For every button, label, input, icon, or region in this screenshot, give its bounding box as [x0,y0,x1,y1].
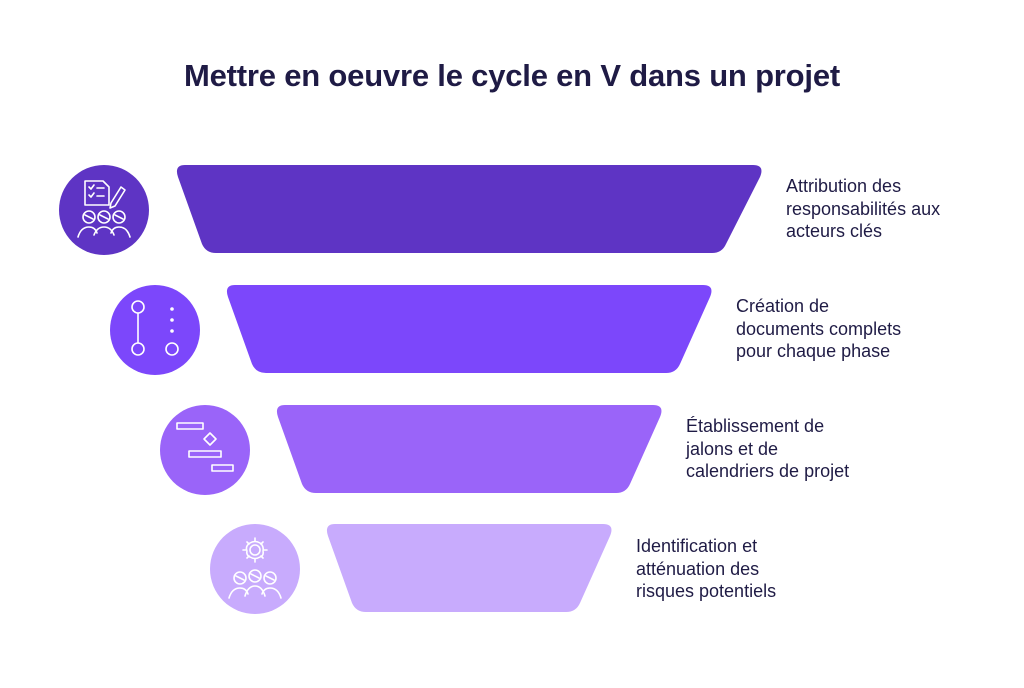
funnel-step-4 [327,524,612,612]
funnel-step-1 [177,165,762,253]
step-2-line-3: pour chaque phase [736,340,996,363]
step-1-line-2: responsabilités aux [786,198,1024,221]
checklist-team-icon [59,165,149,255]
step-4-line-3: risques potentiels [636,580,896,603]
step-2-line-2: documents complets [736,318,996,341]
step-4-text: Identification et atténuation des risque… [636,535,896,603]
step-2-line-1: Création de [736,295,996,318]
step-3-icon-badge [160,405,250,495]
step-4-line-1: Identification et [636,535,896,558]
step-3-line-1: Établissement de [686,415,946,438]
step-3-text: Établissement de jalons et de calendrier… [686,415,946,483]
step-1-icon-badge [59,165,149,255]
funnel-step-2 [227,285,712,373]
step-1-line-3: acteurs clés [786,220,1024,243]
step-2-text: Création de documents complets pour chaq… [736,295,996,363]
git-branch-icon [110,285,200,375]
step-1-text: Attribution des responsabilités aux acte… [786,175,1024,243]
step-3-line-2: jalons et de [686,438,946,461]
step-3-line-3: calendriers de projet [686,460,946,483]
step-4-line-2: atténuation des [636,558,896,581]
step-1-line-1: Attribution des [786,175,1024,198]
step-2-icon-badge [110,285,200,375]
funnel-step-3 [277,405,662,493]
risk-team-icon [210,524,300,614]
gantt-milestone-icon [160,405,250,495]
step-4-icon-badge [210,524,300,614]
